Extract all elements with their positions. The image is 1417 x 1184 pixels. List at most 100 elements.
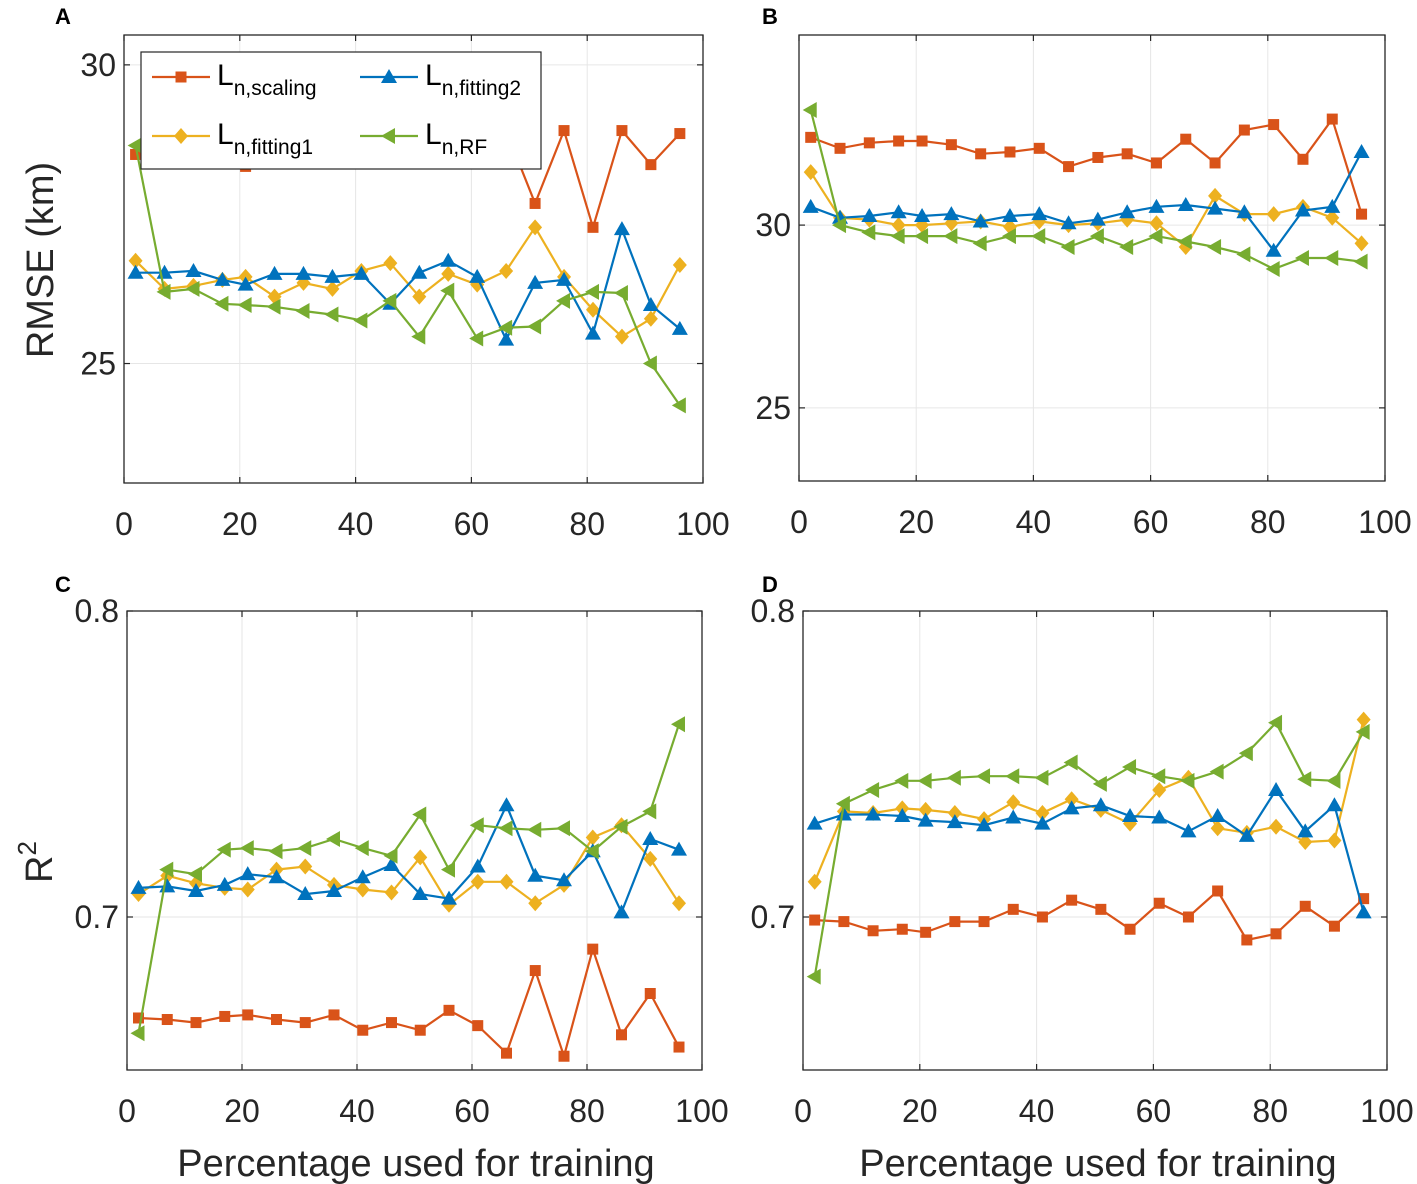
panel-a-point-scaling-0 bbox=[130, 148, 142, 160]
panel-d-xtick-label-3: 60 bbox=[1136, 1093, 1172, 1129]
panel-c-point-rf-7 bbox=[326, 830, 340, 847]
panel-a-point-fitting1-9 bbox=[383, 255, 398, 272]
panel-a-point-scaling-14 bbox=[529, 197, 541, 209]
panel-b-point-fitting2-0 bbox=[802, 198, 819, 213]
panel-b-point-fitting2-4 bbox=[914, 207, 931, 222]
panel-d-point-scaling-1 bbox=[838, 916, 850, 928]
panel-c-xtick-label-0: 0 bbox=[118, 1093, 136, 1129]
panel-d-point-scaling-4 bbox=[920, 926, 932, 938]
panel-b-point-rf-9 bbox=[1060, 239, 1075, 256]
legend-marker-fitting2 bbox=[381, 69, 397, 83]
panel-c-point-rf-17 bbox=[613, 818, 628, 835]
panel-b-point-scaling-16 bbox=[1268, 119, 1280, 131]
panel-a-ytick-label-1: 30 bbox=[80, 47, 116, 83]
panel-a-point-fitting2-17 bbox=[613, 221, 630, 236]
panel-c-point-fitting1-13 bbox=[499, 873, 514, 890]
panel-a-point-rf-0 bbox=[127, 137, 142, 154]
legend-item-scaling: Ln,scaling bbox=[152, 59, 317, 100]
panel-b-point-rf-18 bbox=[1324, 250, 1339, 266]
panel-d-point-fitting1-8 bbox=[1035, 804, 1050, 821]
panel-c-series-fitting2 bbox=[130, 797, 687, 919]
panel-c-point-scaling-1 bbox=[161, 1014, 173, 1026]
panel-d-point-scaling-9 bbox=[1066, 894, 1078, 906]
panel-d-point-fitting2-7 bbox=[1005, 809, 1022, 824]
panel-d-xtick-label-2: 40 bbox=[1019, 1093, 1055, 1129]
panel-d-point-fitting2-11 bbox=[1122, 808, 1139, 823]
panel-b-point-fitting1-19 bbox=[1354, 235, 1369, 252]
panel-b-point-rf-10 bbox=[1089, 228, 1104, 245]
panel-c-point-fitting2-17 bbox=[613, 904, 630, 919]
panel-a-point-scaling-19 bbox=[674, 128, 686, 140]
panel-d-xtick-label-1: 20 bbox=[902, 1093, 938, 1129]
panel-b-xtick-label-2: 40 bbox=[1016, 504, 1052, 540]
panel-a-point-rf-2 bbox=[185, 280, 200, 297]
legend-marker-fitting1 bbox=[174, 128, 188, 144]
panel-a-point-fitting2-15 bbox=[556, 271, 573, 286]
panel-c-line-fitting2 bbox=[138, 802, 680, 916]
panel-a-point-fitting2-14 bbox=[527, 274, 544, 289]
panel-c-point-fitting1-8 bbox=[355, 881, 370, 898]
panel-c-series-rf bbox=[130, 716, 685, 1042]
panel-c-point-scaling-5 bbox=[271, 1014, 282, 1026]
panel-a-point-fitting1-0 bbox=[128, 252, 143, 269]
panel-a-xtick-label-4: 80 bbox=[569, 506, 605, 542]
panel-c-frame bbox=[126, 610, 703, 1071]
panel-d-point-fitting2-4 bbox=[917, 812, 934, 827]
panel-a-point-rf-8 bbox=[353, 312, 368, 329]
panel-a-series-rf bbox=[127, 137, 686, 414]
y-axis-title-r2: R2 bbox=[12, 841, 61, 883]
panel-c-point-fitting1-9 bbox=[384, 884, 399, 901]
panel-d: D 0 20 40 60 80 100 0.7 0.8 bbox=[751, 572, 1414, 1129]
panel-a-point-rf-6 bbox=[295, 302, 310, 319]
panel-b-xtick-label-5: 100 bbox=[1358, 504, 1411, 540]
legend-label-main-fitting1: L bbox=[217, 118, 234, 151]
legend-label-sub-fitting2: n,fitting2 bbox=[442, 77, 521, 100]
legend-label-sub-scaling: n,scaling bbox=[234, 77, 317, 100]
panel-b-point-fitting2-6 bbox=[972, 213, 989, 228]
panel-b-point-fitting2-9 bbox=[1060, 215, 1077, 230]
panel-b-point-scaling-6 bbox=[975, 148, 987, 160]
panel-b-xtick-label-4: 80 bbox=[1250, 504, 1286, 540]
legend-label-scaling: Ln,scaling bbox=[217, 59, 317, 100]
panel-c-point-fitting1-19 bbox=[672, 895, 686, 912]
legend-item-rf: Ln,RF bbox=[360, 118, 487, 159]
panel-c-point-scaling-12 bbox=[472, 1020, 484, 1032]
panel-a-point-fitting2-18 bbox=[642, 296, 659, 311]
panel-b-point-rf-11 bbox=[1119, 239, 1134, 256]
panel-b-series-rf bbox=[802, 101, 1368, 277]
panel-c-series-scaling bbox=[133, 943, 685, 1062]
panel-d-point-rf-4 bbox=[917, 772, 932, 789]
panel-c-point-rf-6 bbox=[297, 840, 312, 857]
panel-c-point-fitting2-3 bbox=[216, 876, 233, 891]
panel-d-point-scaling-19 bbox=[1358, 893, 1370, 905]
panel-a-point-fitting2-11 bbox=[440, 252, 457, 267]
panel-a-point-fitting1-11 bbox=[441, 265, 456, 282]
panel-d-point-scaling-15 bbox=[1241, 934, 1253, 946]
panel-c-xtick-label-1: 20 bbox=[224, 1093, 260, 1129]
panel-b-point-fitting1-18 bbox=[1325, 209, 1340, 226]
legend-marker-rf bbox=[381, 128, 395, 144]
panel-c-point-scaling-18 bbox=[644, 988, 656, 999]
panel-b-point-scaling-11 bbox=[1121, 148, 1133, 160]
panel-d-point-fitting2-17 bbox=[1297, 823, 1314, 838]
panel-c-point-rf-8 bbox=[354, 840, 369, 857]
panel-a-frame bbox=[123, 34, 704, 484]
panel-c-point-scaling-0 bbox=[133, 1012, 144, 1024]
panel-c-point-fitting1-12 bbox=[470, 873, 485, 890]
panel-c-point-scaling-14 bbox=[529, 965, 541, 977]
panel-c-point-fitting1-10 bbox=[413, 849, 428, 866]
legend-label-sub-fitting1: n,fitting1 bbox=[234, 136, 313, 159]
panel-d-point-fitting1-0 bbox=[807, 873, 822, 890]
panel-d-point-rf-0 bbox=[806, 968, 821, 985]
panel-d-point-fitting2-14 bbox=[1209, 808, 1226, 823]
panel-c-point-fitting2-5 bbox=[268, 869, 285, 884]
panel-c-point-fitting2-4 bbox=[239, 866, 256, 881]
panel-d-point-rf-17 bbox=[1297, 771, 1312, 788]
panel-a-point-rf-18 bbox=[642, 355, 657, 372]
panel-d-point-fitting1-9 bbox=[1064, 791, 1079, 808]
panel-a-point-fitting1-13 bbox=[499, 262, 514, 279]
panel-c-point-rf-2 bbox=[188, 866, 202, 883]
y-axis-title-r2-main: R bbox=[19, 856, 61, 883]
panel-d-ytick-label-1: 0.8 bbox=[751, 593, 795, 629]
